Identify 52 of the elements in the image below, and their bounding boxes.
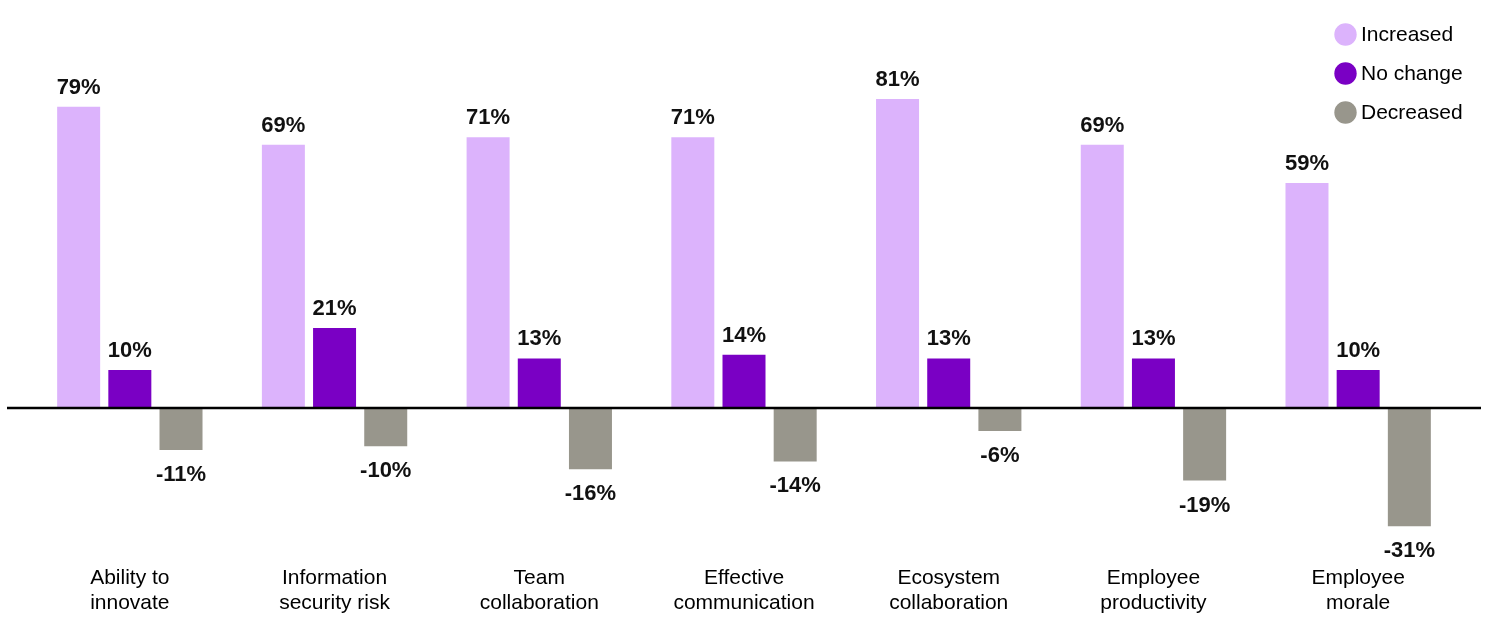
data-label: -19% [1178, 491, 1231, 517]
x-tick-label: Employee productivity [1100, 564, 1208, 613]
bar [1285, 182, 1329, 409]
x-tick-label: Ecosystem collaboration [889, 564, 1009, 613]
bar [57, 106, 101, 409]
bar [568, 408, 612, 470]
data-label: 13% [1131, 325, 1176, 351]
data-label: -16% [564, 480, 617, 506]
data-label: -10% [360, 457, 412, 483]
bar [722, 354, 766, 409]
bar [1131, 358, 1175, 409]
bar [876, 99, 920, 409]
data-label: 21% [312, 294, 357, 320]
data-label: -31% [1383, 537, 1436, 563]
bar [261, 144, 305, 409]
bar [1336, 369, 1380, 409]
bar [517, 358, 561, 409]
bar [313, 327, 357, 409]
x-tick-label: Ability to innovate [90, 564, 170, 613]
data-label: 79% [56, 73, 101, 99]
bar [671, 137, 715, 409]
bar [1080, 144, 1124, 409]
legend-label: No change [1361, 60, 1463, 84]
bar [1183, 408, 1227, 481]
data-label: 59% [1284, 149, 1330, 175]
x-tick-label: Employee morale [1311, 564, 1405, 613]
data-label: 14% [721, 321, 767, 347]
bar [159, 408, 203, 451]
data-label: 71% [466, 104, 511, 130]
data-label: 13% [926, 325, 971, 351]
x-tick-label: Team collaboration [479, 564, 599, 613]
bar [1387, 408, 1431, 527]
data-label: 81% [875, 66, 920, 92]
x-tick-label: Effective communication [673, 564, 815, 613]
bar [773, 408, 817, 462]
bar [108, 369, 152, 409]
legend-label: Decreased [1361, 99, 1463, 123]
bar [466, 137, 510, 409]
bar [364, 408, 408, 447]
legend-label: Increased [1361, 21, 1454, 45]
data-label: -11% [155, 461, 207, 487]
data-label: 69% [1080, 111, 1125, 137]
data-label: 10% [107, 336, 152, 362]
bar [978, 408, 1022, 431]
data-label: -6% [980, 441, 1020, 467]
data-label: -14% [769, 472, 821, 498]
x-tick-label: Information security risk [279, 564, 391, 613]
data-label: 13% [517, 325, 562, 351]
bar [927, 358, 971, 409]
data-label: 71% [670, 104, 715, 130]
data-label: 10% [1336, 336, 1381, 362]
data-label: 69% [261, 111, 306, 137]
